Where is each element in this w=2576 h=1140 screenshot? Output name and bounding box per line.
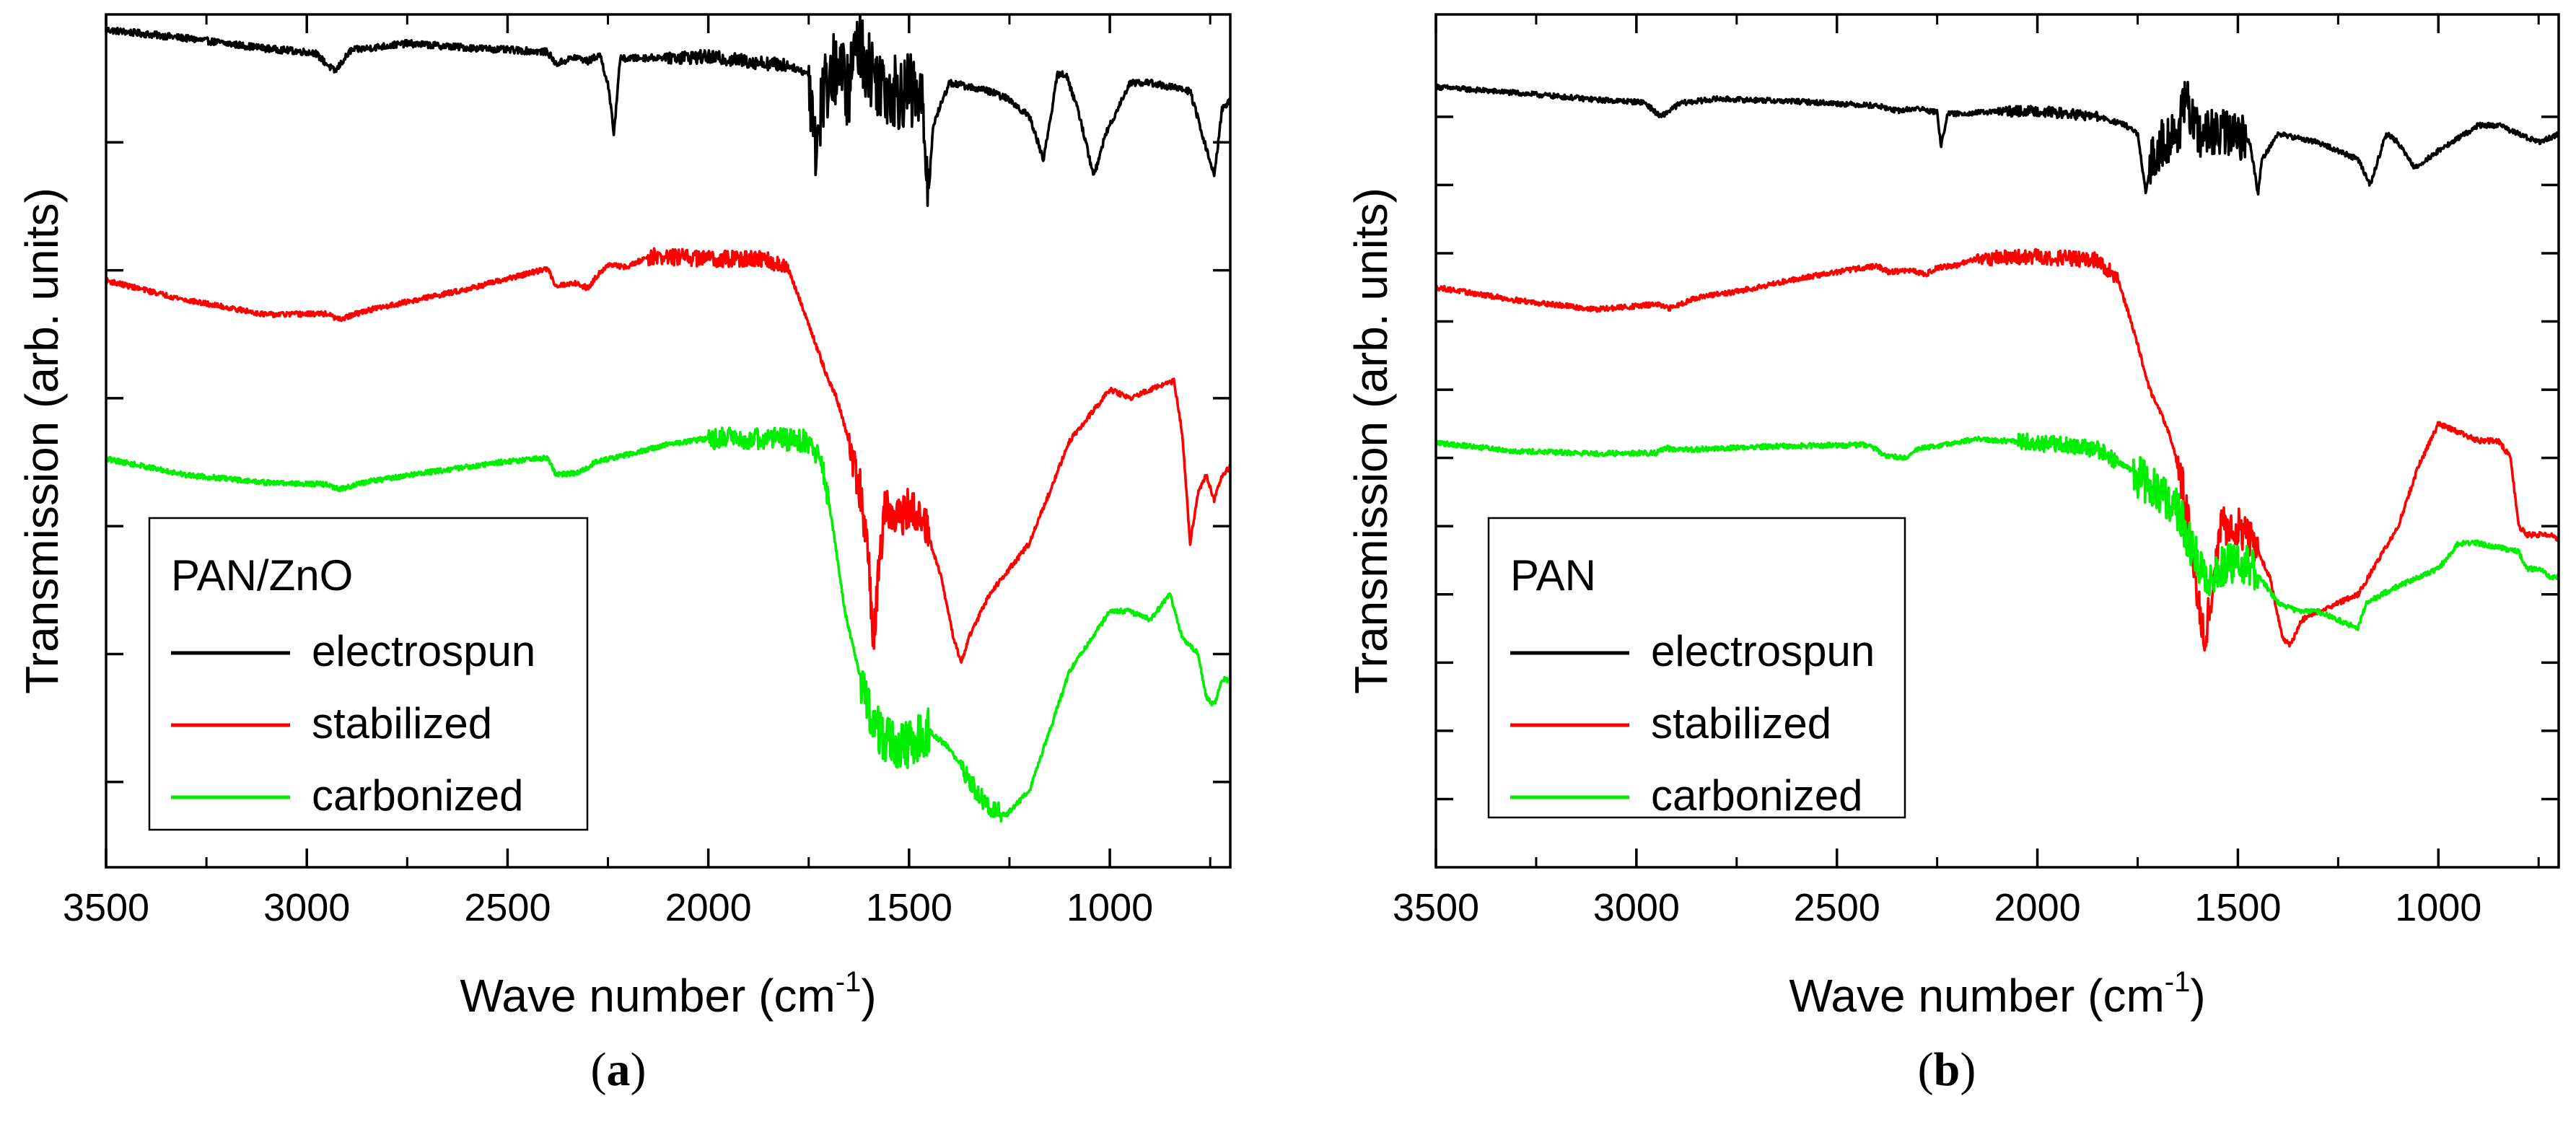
chart-b-svg: 3500 3000 2500 2000 1500 1000 Wave number (cm-…	[1345, 13, 2560, 1022]
series-line-carbonized	[1436, 432, 2559, 631]
x-tick-label: 1000	[2395, 886, 2481, 929]
x-tick-label: 3000	[263, 886, 350, 929]
x-axis-label-sup: -1	[836, 966, 862, 998]
plot-frame	[1434, 13, 2560, 869]
series-group	[1436, 81, 2559, 652]
x-tick-label: 3500	[1393, 886, 1479, 929]
x-tick-label: 2000	[665, 886, 752, 929]
x-tick-label: 3000	[1593, 886, 1680, 929]
legend-box	[148, 517, 589, 831]
y-axis-label: Transmission (arb. units)	[16, 188, 68, 694]
series-line-electrospun	[1436, 81, 2559, 196]
panel-a-caption: (a)	[590, 1043, 647, 1096]
x-tick-label: 2000	[1994, 886, 2081, 929]
x-axis-label-sup: -1	[2165, 966, 2191, 998]
legend-title: PAN	[1510, 551, 1596, 600]
legend: PAN/ZnO electrospun stabilized carbonized	[148, 517, 589, 831]
legend: PAN electrospun stabilized carbonized	[1487, 517, 1906, 820]
series-line-electrospun	[106, 14, 1230, 207]
legend-box	[1487, 517, 1906, 819]
panel-a-caption-letter: a	[606, 1043, 631, 1096]
x-tick-label: 2500	[464, 886, 551, 929]
x-tick-label: 1500	[866, 886, 952, 929]
x-tick-label: 1500	[2194, 886, 2281, 929]
panel-b-caption-letter: b	[1933, 1043, 1961, 1096]
x-tick-label: 3500	[63, 886, 149, 929]
chart-panel-b: 3500 3000 2500 2000 1500 1000 Wave number (cm-…	[1288, 0, 2576, 1140]
x-axis-label: Wave number (cm-1)	[1789, 966, 2205, 1022]
legend-label-stabilized: stabilized	[312, 699, 492, 747]
x-axis-label: Wave number (cm-1)	[460, 966, 876, 1022]
plot-frame	[105, 13, 1232, 869]
legend-label-electrospun: electrospun	[1651, 627, 1875, 675]
legend-label-carbonized: carbonized	[1651, 771, 1863, 820]
x-axis-label-close: )	[861, 970, 876, 1022]
chart-panel-a: 3500 3000 2500 2000 1500 1000 Wave number (cm-…	[16, 13, 1232, 1096]
legend-label-stabilized: stabilized	[1651, 699, 1831, 747]
legend-label-electrospun: electrospun	[312, 627, 535, 675]
x-tick-label: 2500	[1794, 886, 1880, 929]
series-group	[106, 14, 1230, 823]
legend-label-carbonized: carbonized	[312, 771, 524, 820]
chart-a-svg: 3500 3000 2500 2000 1500 1000 Wave number (cm-…	[16, 13, 1232, 1022]
x-axis-label-main: Wave number (cm	[460, 970, 835, 1022]
series-line-stabilized	[106, 247, 1230, 664]
panel-b-caption: (b)	[1917, 1043, 1976, 1096]
series-line-carbonized	[106, 426, 1230, 823]
y-axis-label: Transmission (arb. units)	[1345, 188, 1397, 694]
x-axis-label-close: )	[2190, 970, 2205, 1022]
x-tick-label: 1000	[1066, 886, 1153, 929]
x-axis-label-main: Wave number (cm	[1789, 970, 2164, 1022]
series-line-stabilized	[1436, 247, 2559, 652]
legend-title: PAN/ZnO	[171, 551, 353, 600]
